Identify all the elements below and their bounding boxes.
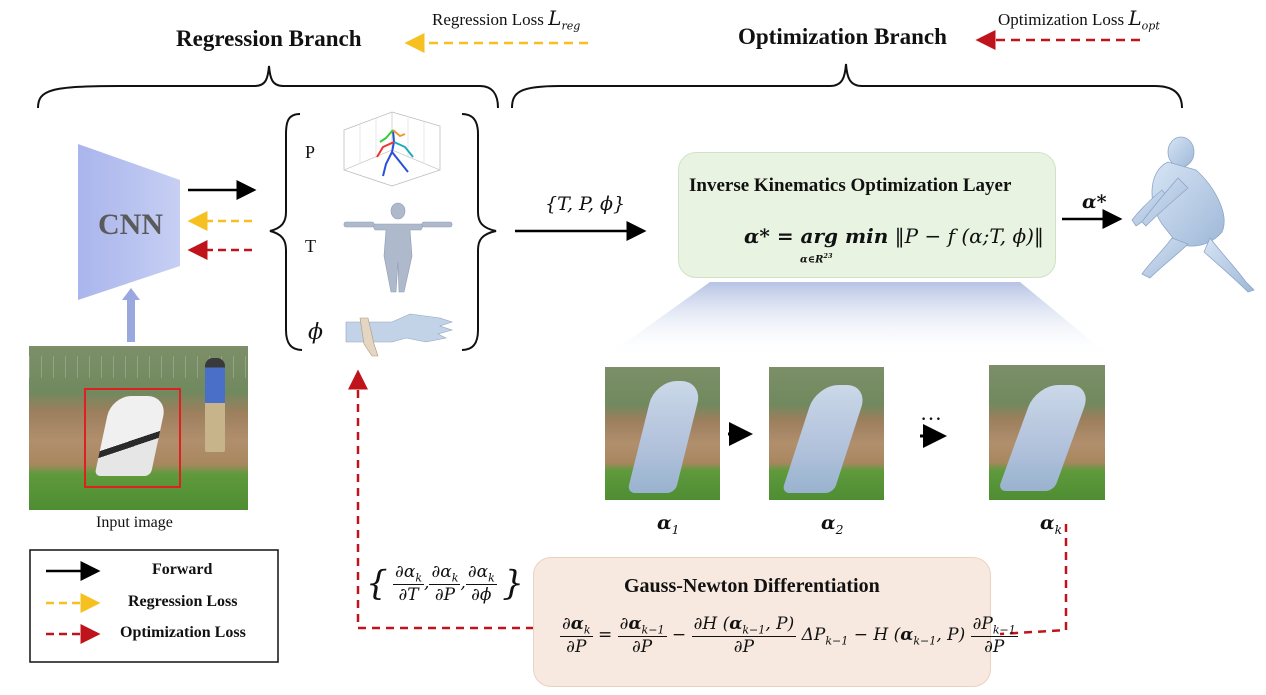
- param-p-label: P: [305, 142, 316, 162]
- ik-optimization-panel: [678, 152, 1056, 278]
- derivative-set: { ∂αk ∂T, ∂αk ∂P, ∂αk ∂ϕ }: [366, 562, 524, 606]
- umpire-figure: [205, 358, 225, 452]
- regression-branch-title: Regression Branch: [176, 26, 362, 51]
- gn-term3-fraction: ∂Pk−1 ∂P: [970, 614, 1018, 658]
- ik-layer-title: Inverse Kinematics Optimization Layer: [689, 175, 1012, 196]
- ik-constraint-text: α∈R: [800, 254, 824, 266]
- deriv-dT-num: ∂α: [395, 562, 416, 582]
- ik-equation-constraint: α∈R23: [800, 252, 832, 265]
- optimization-brace: [511, 63, 1183, 109]
- iteration-ellipsis: …: [920, 400, 942, 425]
- gauss-newton-title: Gauss-Newton Differentiation: [624, 575, 880, 597]
- iteration-image-2: [769, 367, 884, 500]
- feedback-gn-to-params: [348, 369, 534, 630]
- cnn-label: CNN: [98, 208, 163, 241]
- deriv-dT: ∂αk ∂T: [393, 562, 425, 606]
- params-left-brace: [269, 113, 303, 351]
- ik-equation-lhs: α* = arg min: [744, 224, 889, 248]
- input-image-caption: Input image: [96, 514, 173, 531]
- params-right-brace: [461, 113, 497, 351]
- optimization-loss-top-label: Optimization Loss Lopt: [998, 6, 1160, 32]
- zoom-region: [604, 282, 1112, 358]
- result-body-mesh: [1131, 136, 1255, 293]
- alpha-1-label: α1: [657, 512, 679, 537]
- optimization-loss-subscript: opt: [1141, 19, 1160, 33]
- param-phi-label: ϕ: [308, 320, 323, 345]
- optimization-loss-text: Optimization Loss: [998, 10, 1125, 29]
- hand-mesh: [345, 313, 454, 357]
- deriv-dT-sub: k: [415, 571, 423, 585]
- iteration-mesh-2: [781, 385, 869, 493]
- alpha-k-label: αk: [1040, 512, 1062, 537]
- regression-loss-top-label: Regression Loss Lreg: [432, 6, 580, 32]
- iteration-image-k: [989, 365, 1105, 500]
- optimization-branch-title: Optimization Branch: [738, 24, 947, 49]
- detection-box: [84, 388, 181, 488]
- legend-regression-label: Regression Loss: [128, 593, 238, 610]
- gauss-newton-panel: [533, 557, 991, 687]
- cnn-block: [78, 144, 180, 300]
- input-image-fence: [29, 356, 248, 378]
- iteration-image-1: [605, 367, 720, 500]
- gn-term2-fraction: ∂H (αk−1, P) ∂P: [691, 614, 797, 658]
- regression-loss-text: Regression Loss: [432, 10, 544, 29]
- deriv-dT-den: ∂T: [398, 585, 419, 606]
- deriv-dP-sub: k: [451, 571, 459, 585]
- alpha-1-symbol: α: [657, 512, 672, 534]
- gn-lhs-fraction: ∂αk ∂P: [560, 614, 593, 658]
- iteration-mesh-k: [997, 385, 1093, 491]
- regression-brace: [37, 65, 499, 109]
- deriv-dP-num: ∂α: [431, 562, 452, 582]
- skeleton-3d-plot: [343, 111, 441, 187]
- alpha-k-subscript: k: [1054, 522, 1063, 537]
- deriv-dP-den: ∂P: [434, 585, 456, 606]
- param-set-label: {T, P, ϕ}: [545, 193, 626, 215]
- regression-loss-symbol: L: [548, 6, 562, 30]
- deriv-dphi: ∂αk ∂ϕ: [465, 562, 497, 606]
- feedback-alpha-k-to-gn: [999, 524, 1068, 636]
- alpha-2-subscript: 2: [835, 522, 844, 537]
- optimization-loss-symbol: L: [1128, 6, 1142, 30]
- input-to-cnn-arrowhead: [122, 288, 140, 300]
- alpha-k-symbol: α: [1040, 512, 1055, 534]
- deriv-dP: ∂αk ∂P: [429, 562, 461, 606]
- deriv-dphi-num: ∂α: [467, 562, 489, 582]
- gauss-newton-equation: ∂αk ∂P = ∂αk−1 ∂P − ∂H (αk−1, P) ∂P ΔPk−1 −…: [560, 614, 1018, 658]
- legend-optimization-label: Optimization Loss: [120, 624, 246, 641]
- param-t-label: T: [305, 236, 316, 256]
- legend-forward-label: Forward: [152, 561, 213, 578]
- gn-term1-fraction: ∂αk−1 ∂P: [617, 614, 667, 658]
- alpha-1-subscript: 1: [671, 522, 680, 537]
- input-image: [29, 346, 248, 510]
- template-mesh-t: [343, 202, 453, 293]
- iteration-mesh-1: [627, 381, 703, 493]
- deriv-dphi-den: ∂ϕ: [471, 585, 492, 606]
- alpha-2-label: α2: [821, 512, 843, 537]
- legend-box: [29, 549, 279, 663]
- deriv-dphi-sub: k: [488, 571, 495, 585]
- ik-layer-equation: α* = arg min ‖P − f (α;T, ϕ)‖: [744, 224, 1044, 248]
- alpha-star-label: α*: [1082, 191, 1107, 213]
- ik-constraint-sup: 23: [823, 252, 833, 260]
- regression-loss-subscript: reg: [561, 19, 581, 33]
- ik-equation-objective: ‖P − f (α;T, ϕ)‖: [894, 224, 1044, 248]
- alpha-2-symbol: α: [821, 512, 836, 534]
